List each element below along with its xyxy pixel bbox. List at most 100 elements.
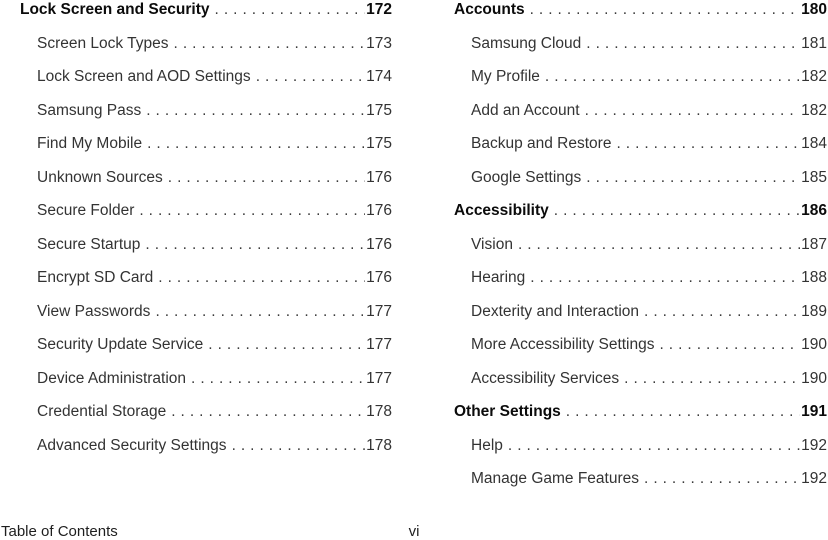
toc-entry-page: 178 [366, 436, 392, 454]
toc-entry-page: 184 [801, 135, 827, 152]
dot-leader [586, 35, 800, 53]
toc-entry-page: 189 [801, 302, 827, 320]
dot-leader [145, 236, 365, 254]
toc-entry-page: 186 [801, 202, 827, 219]
toc-entry-page: 190 [801, 369, 827, 387]
toc-entry-page: 177 [366, 336, 392, 353]
dot-leader [146, 102, 365, 120]
toc-entry[interactable]: Secure Folder 176 [20, 202, 392, 223]
toc-entry-label: Manage Game Features [471, 470, 640, 487]
toc-entry[interactable]: Lock Screen and Security 172 [20, 1, 392, 22]
dot-leader [554, 202, 800, 220]
toc-entry-label: Lock Screen and Security [20, 1, 210, 18]
toc-entry-label: Google Settings [471, 168, 582, 186]
dot-leader [530, 1, 801, 19]
toc-entry[interactable]: Add an Account 182 [454, 102, 827, 123]
toc-entry-page: 176 [366, 235, 392, 253]
toc-entry[interactable]: Backup and Restore 184 [454, 135, 827, 156]
toc-entry[interactable]: Credential Storage 178 [20, 403, 392, 424]
toc-entry[interactable]: Manage Game Features 192 [454, 470, 827, 491]
dot-leader [171, 403, 365, 421]
toc-entry-label: Vision [471, 235, 513, 253]
toc-entry-label: Backup and Restore [471, 135, 612, 152]
toc-entry-label: Help [471, 436, 503, 454]
toc-entry-label: My Profile [471, 68, 540, 85]
dot-leader [508, 437, 800, 455]
dot-leader [256, 68, 365, 86]
toc-entry-page: 187 [801, 235, 827, 253]
toc-entry-page: 182 [801, 68, 827, 85]
toc-entry[interactable]: Dexterity and Interaction 189 [454, 303, 827, 324]
dot-leader [518, 236, 800, 254]
dot-leader [660, 336, 801, 354]
toc-entry-label: Accessibility Services [471, 369, 620, 387]
toc-entry-page: 176 [366, 269, 392, 286]
toc-entry[interactable]: Samsung Cloud 181 [454, 35, 827, 56]
toc-entry-page: 177 [366, 302, 392, 320]
toc-entry[interactable]: Encrypt SD Card 176 [20, 269, 392, 290]
dot-leader [624, 370, 800, 388]
toc-entry[interactable]: Samsung Pass 175 [20, 102, 392, 123]
toc-entry-label: Secure Folder [37, 202, 135, 219]
toc-entry-label: Add an Account [471, 101, 580, 119]
toc-entry-page: 177 [366, 369, 392, 387]
toc-entry-page: 192 [801, 436, 827, 454]
dot-leader [616, 135, 800, 153]
toc-entry[interactable]: Advanced Security Settings 178 [20, 437, 392, 458]
toc-entry[interactable]: Lock Screen and AOD Settings 174 [20, 68, 392, 89]
dot-leader [585, 102, 801, 120]
dot-leader [139, 202, 365, 220]
toc-entry[interactable]: Help 192 [454, 437, 827, 458]
toc-entry-page: 173 [366, 34, 392, 52]
toc-entry-label: Lock Screen and AOD Settings [37, 68, 251, 85]
toc-entry-page: 190 [801, 336, 827, 353]
dot-leader [566, 403, 800, 421]
toc-entry[interactable]: Google Settings 185 [454, 169, 827, 190]
toc-entry[interactable]: Other Settings 191 [454, 403, 827, 424]
toc-entry-label: More Accessibility Settings [471, 336, 655, 353]
toc-entry-label: Screen Lock Types [37, 34, 169, 52]
toc-entry-label: Encrypt SD Card [37, 269, 154, 286]
toc-entry[interactable]: Find My Mobile 175 [20, 135, 392, 156]
toc-entry-page: 172 [366, 1, 392, 18]
toc-entry[interactable]: Device Administration 177 [20, 370, 392, 391]
toc-entry[interactable]: More Accessibility Settings 190 [454, 336, 827, 357]
dot-leader [191, 370, 365, 388]
dot-leader [174, 35, 366, 53]
toc-entry-label: Device Administration [37, 369, 187, 387]
toc-entry-label: Security Update Service [37, 336, 204, 353]
dot-leader [147, 135, 365, 153]
toc-entry-page: 175 [366, 135, 392, 152]
toc-entry[interactable]: Screen Lock Types 173 [20, 35, 392, 56]
toc-entry-label: Hearing [471, 269, 526, 286]
toc-entry-page: 180 [801, 1, 827, 18]
toc-entry-label: Other Settings [454, 403, 561, 420]
toc-entry-label: Credential Storage [37, 403, 167, 420]
toc-entry-page: 176 [366, 168, 392, 186]
dot-leader [530, 269, 800, 287]
toc-entry[interactable]: Vision 187 [454, 236, 827, 257]
toc-entry-label: Dexterity and Interaction [471, 302, 640, 320]
toc-column-left: Lock Screen and Security 172 Screen Lock… [20, 1, 392, 470]
toc-entry-page: 182 [801, 101, 827, 119]
toc-entry-label: Accounts [454, 1, 525, 18]
toc-entry-page: 174 [366, 68, 392, 85]
toc-entry[interactable]: Security Update Service 177 [20, 336, 392, 357]
toc-entry-page: 188 [801, 269, 827, 286]
toc-entry[interactable]: Accessibility Services 190 [454, 370, 827, 391]
footer-section-label: Table of Contents [1, 523, 118, 540]
toc-entry[interactable]: Accessibility 186 [454, 202, 827, 223]
toc-entry[interactable]: Unknown Sources 176 [20, 169, 392, 190]
toc-entry[interactable]: Hearing 188 [454, 269, 827, 290]
toc-entry-page: 176 [366, 202, 392, 219]
toc-entry[interactable]: Accounts 180 [454, 1, 827, 22]
toc-entry[interactable]: Secure Startup 176 [20, 236, 392, 257]
toc-entry[interactable]: My Profile 182 [454, 68, 827, 89]
toc-entry-page: 178 [366, 403, 392, 420]
toc-entry-label: Secure Startup [37, 235, 141, 253]
footer-page-number: vi [408, 523, 420, 540]
toc-entry[interactable]: View Passwords 177 [20, 303, 392, 324]
dot-leader [545, 68, 800, 86]
toc-entry-label: Unknown Sources [37, 168, 163, 186]
